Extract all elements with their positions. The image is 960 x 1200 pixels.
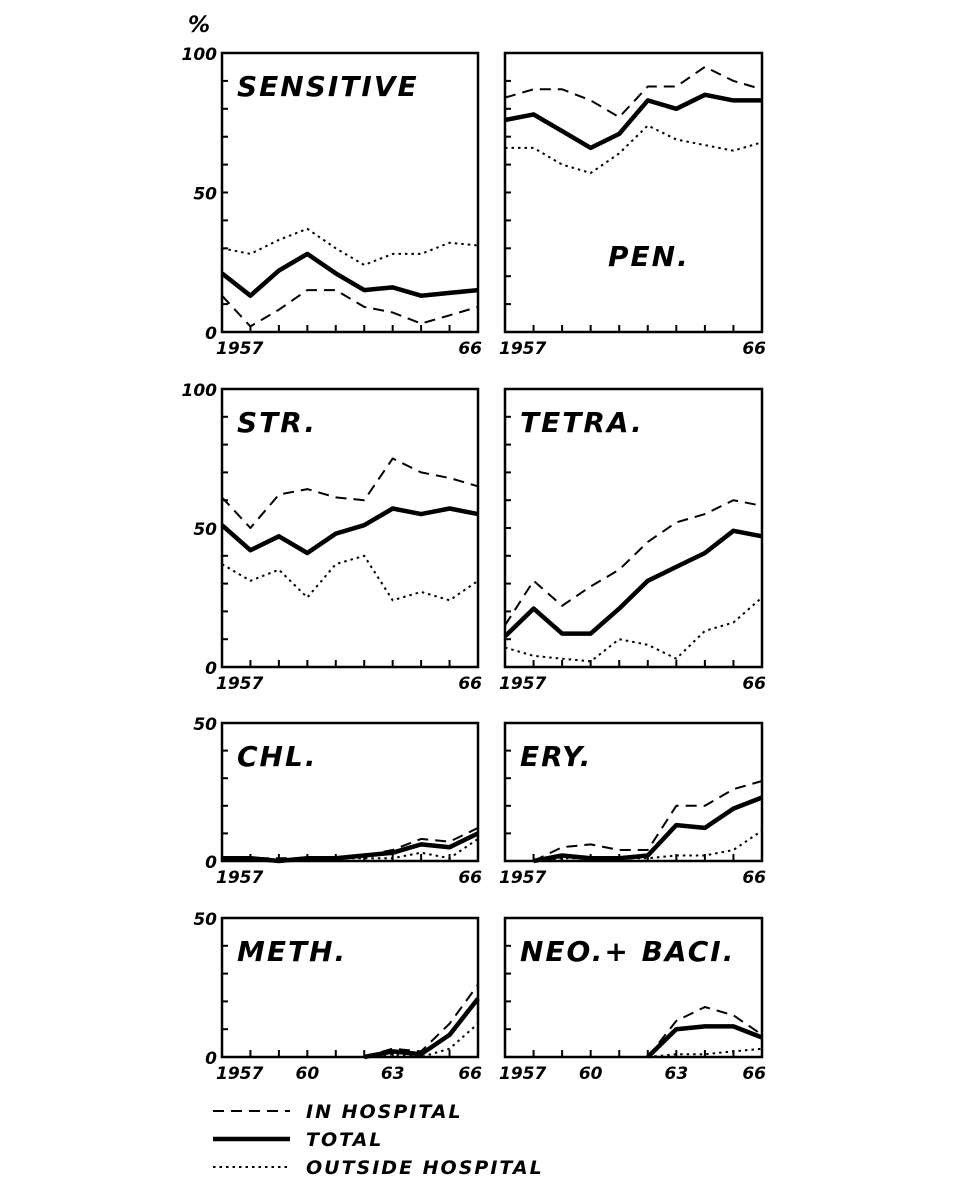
x-tick-label: 66 <box>742 339 766 359</box>
series-line-total <box>220 251 479 298</box>
panel-title: NEO.+ BACI. <box>520 935 735 968</box>
x-tick-label: 1957 <box>499 1064 546 1084</box>
x-tick-label: 66 <box>458 674 482 694</box>
series-line-in-hospital <box>647 1006 763 1058</box>
legend: IN HOSPITAL TOTAL OUTSIDE HOSPITAL <box>213 1101 544 1179</box>
x-tick-label: 66 <box>458 1064 482 1084</box>
series-line-total <box>503 528 763 639</box>
y-tick-label: 0 <box>205 1049 217 1069</box>
panel-sensitive: SENSITIVE 0 50 100 1957 66 <box>182 45 483 359</box>
y-tick-label: 50 <box>193 185 217 205</box>
x-tick-label: 1957 <box>499 868 546 888</box>
series-line-total <box>363 997 480 1060</box>
series-line-outside-hospital <box>505 124 763 174</box>
x-tick-label: 66 <box>458 868 482 888</box>
x-tick-label: 63 <box>664 1064 688 1084</box>
x-tick-label: 1957 <box>216 868 263 888</box>
series-line-in-hospital <box>222 827 479 860</box>
legend-label-in-hospital: IN HOSPITAL <box>306 1101 463 1123</box>
series-line-in-hospital <box>504 499 763 626</box>
y-tick-label: 50 <box>193 715 217 735</box>
legend-label-total: TOTAL <box>306 1129 383 1151</box>
y-unit-label: % <box>188 13 210 38</box>
x-tick-label: 1957 <box>216 339 263 359</box>
y-tick-label: 0 <box>205 853 217 873</box>
y-tick-label: 50 <box>193 520 217 540</box>
series-line-in-hospital <box>504 65 763 119</box>
series-line-outside-hospital <box>221 227 479 266</box>
series-line-outside-hospital <box>533 829 763 862</box>
panel-chl: CHL. 0 50 1957 66 <box>193 715 482 888</box>
panel-title: TETRA. <box>520 406 644 439</box>
panel-frame <box>503 721 764 863</box>
y-tick-label: 50 <box>193 910 217 930</box>
panel-title: SENSITIVE <box>237 70 419 103</box>
panel-frame <box>220 721 480 863</box>
y-tick-label: 0 <box>205 659 217 679</box>
panel-ery: ERY. 1957 66 <box>499 721 766 888</box>
panel-title: ERY. <box>520 740 592 773</box>
series-line-total <box>533 795 763 864</box>
series-line-outside-hospital <box>504 596 763 663</box>
x-tick-label: 1957 <box>216 1064 263 1084</box>
panel-meth: METH. 0 50 1957 60 63 66 <box>193 910 482 1084</box>
x-tick-label: 60 <box>295 1064 319 1084</box>
series-line-total <box>646 1024 763 1059</box>
series-line-total <box>220 506 479 556</box>
series-line-total <box>504 92 762 151</box>
panel-frame <box>220 916 480 1059</box>
series-line-in-hospital <box>533 780 763 862</box>
panel-title: PEN. <box>608 240 690 273</box>
x-tick-label: 1957 <box>499 339 546 359</box>
x-tick-label: 66 <box>742 674 766 694</box>
series-line-in-hospital <box>221 289 479 328</box>
panels: SENSITIVE 0 50 100 1957 66 PEN. 1957 66 STR. 0 50 10… <box>182 45 767 1084</box>
panel-pen: PEN. 1957 66 <box>499 51 766 359</box>
series-line-outside-hospital <box>364 1022 479 1058</box>
y-tick-label: 100 <box>182 45 218 65</box>
series-line-total <box>222 831 479 864</box>
panel-title: STR. <box>237 406 317 439</box>
series-line-in-hospital <box>221 457 479 529</box>
panel-title: CHL. <box>237 740 317 773</box>
x-tick-label: 60 <box>579 1064 603 1084</box>
panel-frame <box>503 51 764 334</box>
x-tick-label: 1957 <box>499 674 546 694</box>
panel-tetra: TETRA. 1957 66 <box>499 387 766 694</box>
panel-frame <box>503 916 764 1059</box>
x-tick-label: 66 <box>742 868 766 888</box>
series-line-outside-hospital <box>221 554 479 602</box>
x-tick-label: 66 <box>458 339 482 359</box>
legend-label-outside-hospital: OUTSIDE HOSPITAL <box>306 1157 544 1179</box>
panel-str: STR. 0 50 100 1957 66 <box>182 381 483 694</box>
y-tick-label: 0 <box>205 324 217 344</box>
panel-title: METH. <box>237 935 347 968</box>
panel-neo-baci: NEO.+ BACI. 1957 60 63 66 <box>499 916 766 1084</box>
x-tick-label: 63 <box>381 1064 405 1084</box>
y-tick-label: 100 <box>182 381 218 401</box>
x-tick-label: 66 <box>742 1064 766 1084</box>
x-tick-label: 1957 <box>216 674 263 694</box>
